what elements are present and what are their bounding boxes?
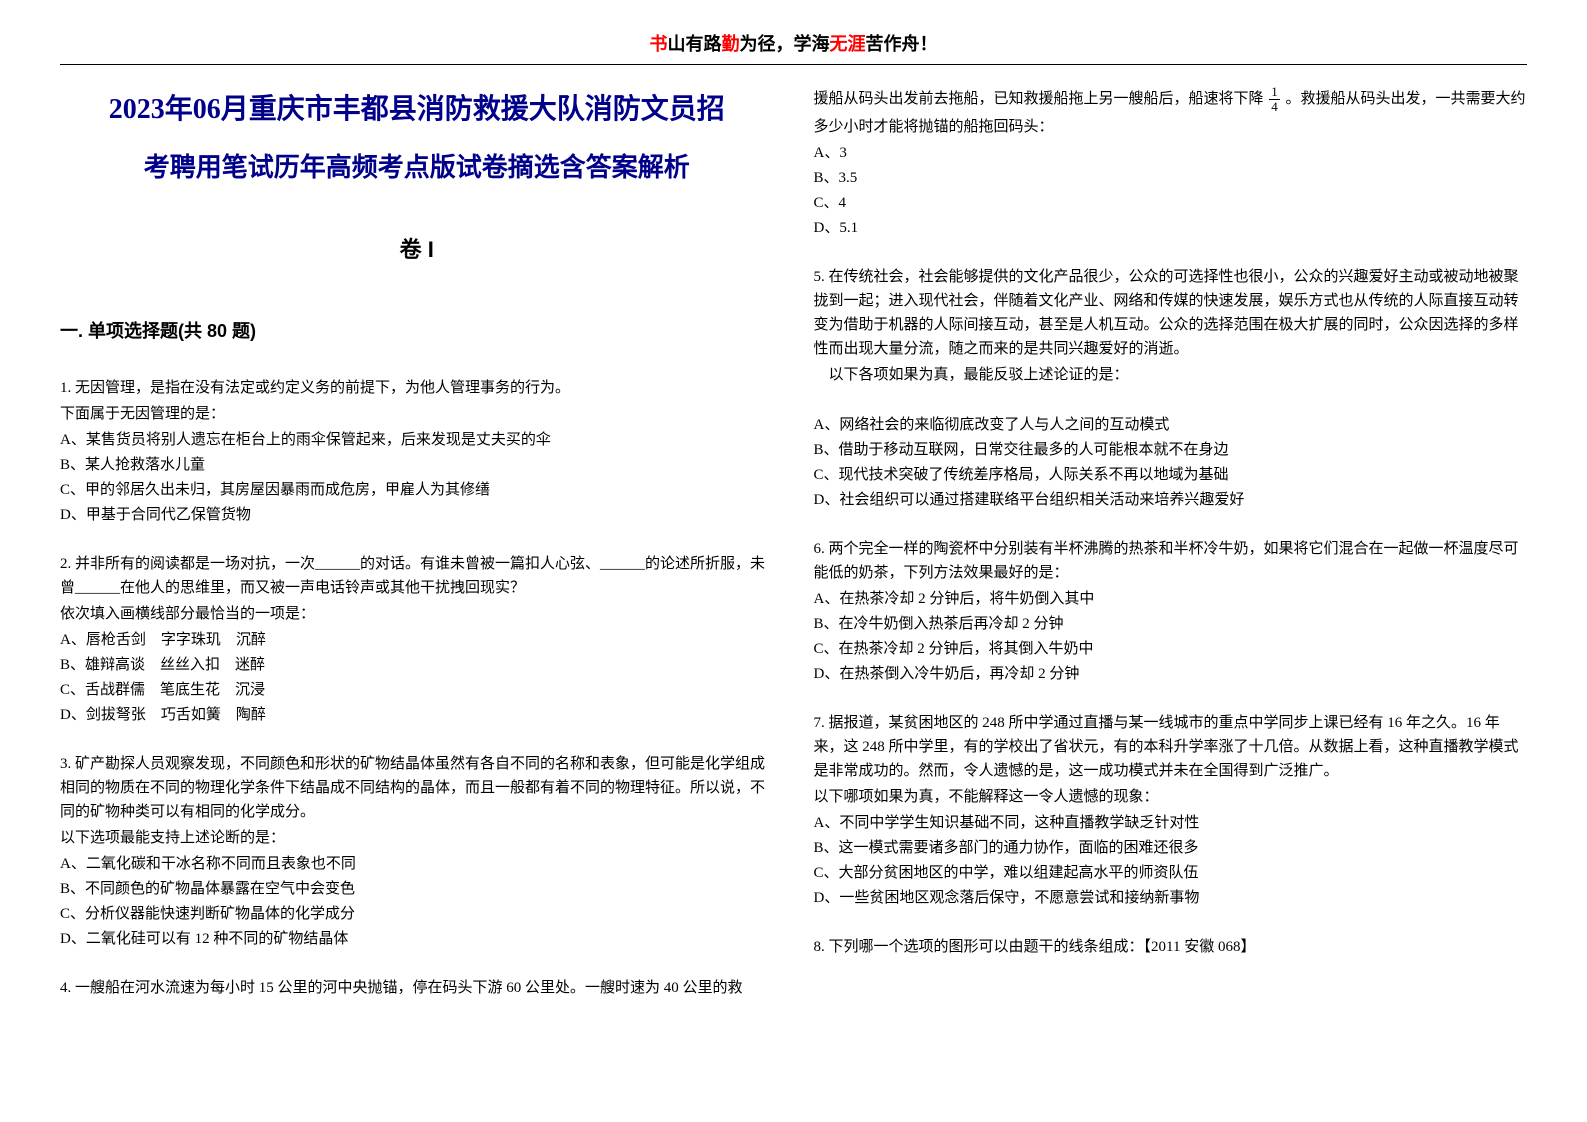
question-6: 6. 两个完全一样的陶瓷杯中分别装有半杯沸腾的热茶和半杯冷牛奶，如果将它们混合在… [814, 537, 1528, 686]
title-line1: 2023年06月重庆市丰都县消防救援大队消防文员招 [60, 85, 774, 135]
q4-cont-before: 援船从码头出发前去拖船，已知救援船拖上另一艘船后，船速将下降 [814, 91, 1264, 107]
question-3: 3. 矿产勘探人员观察发现，不同颜色和形状的矿物结晶体虽然有各自不同的名称和表象… [60, 752, 774, 951]
q5-opt-b: B、借助于移动互联网，日常交往最多的人可能根本就不在身边 [814, 438, 1528, 462]
left-column: 2023年06月重庆市丰都县消防救援大队消防文员招 考聘用笔试历年高频考点版试卷… [60, 85, 774, 1025]
q3-sub: 以下选项最能支持上述论断的是： [60, 826, 774, 850]
q2-opt-c: C、舌战群儒 笔底生花 沉浸 [60, 678, 774, 702]
question-4-partial: 4. 一艘船在河水流速为每小时 15 公里的河中央抛锚，停在码头下游 60 公里… [60, 976, 774, 1000]
motto-p3: 勤 [722, 34, 740, 54]
q1-opt-d: D、甲基于合同代乙保管货物 [60, 503, 774, 527]
motto-p2: 山有路 [668, 34, 722, 54]
q5-opt-a: A、网络社会的来临彻底改变了人与人之间的互动模式 [814, 413, 1528, 437]
q4-stem: 4. 一艘船在河水流速为每小时 15 公里的河中央抛锚，停在码头下游 60 公里… [60, 976, 774, 1000]
q6-opt-a: A、在热茶冷却 2 分钟后，将牛奶倒入其中 [814, 587, 1528, 611]
q2-stem: 2. 并非所有的阅读都是一场对抗，一次______的对话。有谁未曾被一篇扣人心弦… [60, 552, 774, 600]
q3-opt-c: C、分析仪器能快速判断矿物晶体的化学成分 [60, 902, 774, 926]
q6-opt-c: C、在热茶冷却 2 分钟后，将其倒入牛奶中 [814, 637, 1528, 661]
motto-p5: 无涯 [830, 34, 866, 54]
q4-fraction: 1 4 [1269, 85, 1280, 115]
q4-frac-num: 1 [1269, 85, 1280, 100]
q1-opt-a: A、某售货员将别人遗忘在柜台上的雨伞保管起来，后来发现是丈夫买的伞 [60, 428, 774, 452]
motto-p6: 苦作舟！ [866, 34, 938, 54]
q3-stem: 3. 矿产勘探人员观察发现，不同颜色和形状的矿物结晶体虽然有各自不同的名称和表象… [60, 752, 774, 824]
q5-opt-d: D、社会组织可以通过搭建联络平台组织相关活动来培养兴趣爱好 [814, 488, 1528, 512]
motto-p1: 书 [650, 34, 668, 54]
motto-p4: 为径，学海 [740, 34, 830, 54]
q5-stem: 5. 在传统社会，社会能够提供的文化产品很少，公众的可选择性也很小，公众的兴趣爱… [814, 265, 1528, 361]
question-1: 1. 无因管理，是指在没有法定或约定义务的前提下，为他人管理事务的行为。 下面属… [60, 376, 774, 527]
q5-sub: 以下各项如果为真，最能反驳上述论证的是： [814, 363, 1528, 387]
q1-opt-b: B、某人抢救落水儿童 [60, 453, 774, 477]
question-8: 8. 下列哪一个选项的图形可以由题干的线条组成：【2011 安徽 068】 [814, 935, 1528, 959]
volume-label: 卷 I [60, 232, 774, 267]
q4-frac-den: 4 [1269, 100, 1280, 114]
q4-cont-text: 援船从码头出发前去拖船，已知救援船拖上另一艘船后，船速将下降 1 4 。救援船从… [814, 85, 1528, 139]
q5-opt-c: C、现代技术突破了传统差序格局，人际关系不再以地域为基础 [814, 463, 1528, 487]
q2-opt-a: A、唇枪舌剑 字字珠玑 沉醉 [60, 628, 774, 652]
q3-opt-d: D、二氧化硅可以有 12 种不同的矿物结晶体 [60, 927, 774, 951]
q2-sub: 依次填入画横线部分最恰当的一项是： [60, 602, 774, 626]
q1-sub: 下面属于无因管理的是： [60, 402, 774, 426]
q2-opt-d: D、剑拔弩张 巧舌如簧 陶醉 [60, 703, 774, 727]
question-2: 2. 并非所有的阅读都是一场对抗，一次______的对话。有谁未曾被一篇扣人心弦… [60, 552, 774, 727]
q4-opt-c: C、4 [814, 191, 1528, 215]
q2-opt-b: B、雄辩高谈 丝丝入扣 迷醉 [60, 653, 774, 677]
q1-opt-c: C、甲的邻居久出未归，其房屋因暴雨而成危房，甲雇人为其修缮 [60, 478, 774, 502]
title-line2: 考聘用笔试历年高频考点版试卷摘选含答案解析 [60, 145, 774, 192]
header-motto: 书山有路勤为径，学海无涯苦作舟！ [60, 30, 1527, 56]
q6-opt-d: D、在热茶倒入冷牛奶后，再冷却 2 分钟 [814, 662, 1528, 686]
q8-stem: 8. 下列哪一个选项的图形可以由题干的线条组成：【2011 安徽 068】 [814, 935, 1528, 959]
q7-sub: 以下哪项如果为真，不能解释这一令人遗憾的现象： [814, 785, 1528, 809]
q7-stem: 7. 据报道，某贫困地区的 248 所中学通过直播与某一线城市的重点中学同步上课… [814, 711, 1528, 783]
q3-opt-a: A、二氧化碳和干冰名称不同而且表象也不同 [60, 852, 774, 876]
q6-opt-b: B、在冷牛奶倒入热茶后再冷却 2 分钟 [814, 612, 1528, 636]
q4-opt-a: A、3 [814, 141, 1528, 165]
question-4-cont: 援船从码头出发前去拖船，已知救援船拖上另一艘船后，船速将下降 1 4 。救援船从… [814, 85, 1528, 240]
section-title: 一. 单项选择题(共 80 题) [60, 317, 774, 346]
q1-stem: 1. 无因管理，是指在没有法定或约定义务的前提下，为他人管理事务的行为。 [60, 376, 774, 400]
q7-opt-a: A、不同中学学生知识基础不同，这种直播教学缺乏针对性 [814, 811, 1528, 835]
content-wrap: 2023年06月重庆市丰都县消防救援大队消防文员招 考聘用笔试历年高频考点版试卷… [60, 85, 1527, 1025]
q4-opt-b: B、3.5 [814, 166, 1528, 190]
header-divider [60, 64, 1527, 65]
question-7: 7. 据报道，某贫困地区的 248 所中学通过直播与某一线城市的重点中学同步上课… [814, 711, 1528, 910]
q7-opt-c: C、大部分贫困地区的中学，难以组建起高水平的师资队伍 [814, 861, 1528, 885]
q3-opt-b: B、不同颜色的矿物晶体暴露在空气中会变色 [60, 877, 774, 901]
q6-stem: 6. 两个完全一样的陶瓷杯中分别装有半杯沸腾的热茶和半杯冷牛奶，如果将它们混合在… [814, 537, 1528, 585]
q7-opt-d: D、一些贫困地区观念落后保守，不愿意尝试和接纳新事物 [814, 886, 1528, 910]
question-5: 5. 在传统社会，社会能够提供的文化产品很少，公众的可选择性也很小，公众的兴趣爱… [814, 265, 1528, 512]
q4-opt-d: D、5.1 [814, 216, 1528, 240]
right-column: 援船从码头出发前去拖船，已知救援船拖上另一艘船后，船速将下降 1 4 。救援船从… [814, 85, 1528, 1025]
q7-opt-b: B、这一模式需要诸多部门的通力协作，面临的困难还很多 [814, 836, 1528, 860]
